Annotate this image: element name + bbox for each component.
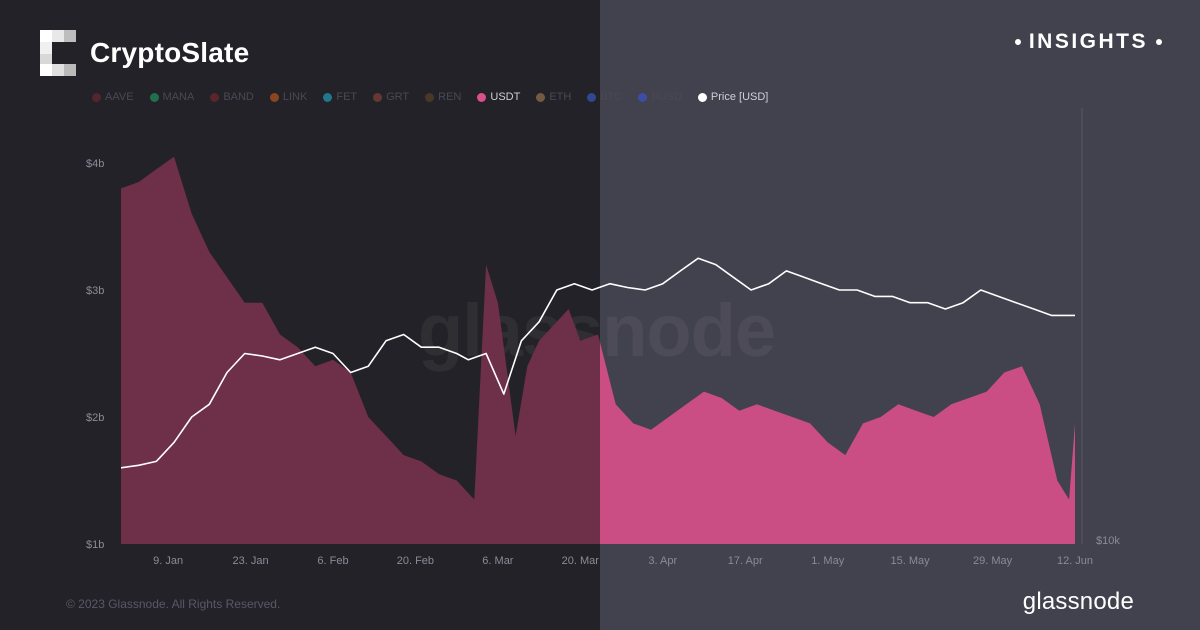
x-tick-label: 3. Apr <box>648 555 677 567</box>
legend-item-grt[interactable]: GRT <box>373 91 409 103</box>
legend-label: USDT <box>490 91 521 103</box>
legend-label: ETH <box>549 91 572 103</box>
legend-swatch-icon <box>697 92 707 102</box>
price-line-series <box>120 257 1075 469</box>
legend-item-ren[interactable]: REN <box>425 91 461 103</box>
legend-item-mana[interactable]: MANA <box>149 91 195 103</box>
bullet-icon <box>1156 39 1162 45</box>
legend-swatch-icon <box>269 92 279 102</box>
legend-item-link[interactable]: LINK <box>269 91 308 103</box>
legend-label: BAND <box>223 91 254 103</box>
x-tick-label: 9. Jan <box>153 555 183 567</box>
legend-item-aave[interactable]: AAVE <box>92 91 134 103</box>
legend-item-busd[interactable]: BUSD <box>638 91 682 103</box>
x-tick-label: 29. May <box>973 555 1013 567</box>
x-tick-label: 23. Jan <box>233 555 269 567</box>
legend-swatch-icon <box>536 92 546 102</box>
legend-label: REN <box>438 91 462 103</box>
y-tick-label: $1b <box>86 539 104 551</box>
legend-label: Price [USD] <box>710 91 769 103</box>
legend-item-price-usd[interactable]: Price [USD] <box>697 91 769 103</box>
x-tick-label: 12. Jun <box>1057 555 1093 567</box>
legend-swatch-icon <box>149 92 159 102</box>
y-tick-label: $4b <box>86 158 104 170</box>
legend-item-band[interactable]: BAND <box>210 91 254 103</box>
brand-name: CryptoSlate <box>90 37 250 68</box>
x-tick-label: 20. Feb <box>397 555 434 567</box>
legend-swatch-icon <box>210 92 220 102</box>
x-tick-label: 6. Feb <box>317 555 348 567</box>
legend-item-fet[interactable]: FET <box>323 91 357 103</box>
legend-swatch-icon <box>638 92 648 102</box>
usdt-area-series <box>121 156 600 544</box>
x-tick-label: 20. Mar <box>562 555 600 567</box>
y-tick-label: $3b <box>86 285 104 297</box>
legend-swatch-icon <box>323 92 333 102</box>
legend-label: FET <box>336 91 358 103</box>
chart-legend: AAVE MANA BAND LINK FET GRT REN USDT ETH BTC BUSD P… <box>92 89 784 105</box>
legend-label: LINK <box>282 91 308 103</box>
y-tick-label: $2b <box>86 412 104 424</box>
x-tick-label: 6. Mar <box>482 555 514 567</box>
legend-swatch-icon <box>373 92 383 102</box>
legend-label: GRT <box>386 91 410 103</box>
legend-swatch-icon <box>587 92 597 102</box>
legend-item-btc[interactable]: BTC <box>587 91 622 103</box>
legend-swatch-icon <box>92 92 101 102</box>
legend-label: BUSD <box>651 91 682 103</box>
legend-label: BTC <box>600 91 623 103</box>
x-tick-label: 17. Apr <box>728 555 763 567</box>
insights-badge: INSIGHTS <box>1007 30 1170 54</box>
legend-label: AAVE <box>105 91 134 103</box>
legend-item-usdt[interactable]: USDT <box>477 91 520 103</box>
glassnode-logo[interactable]: glassnode <box>1022 588 1134 615</box>
x-tick-label: 15. May <box>891 555 931 567</box>
x-tick-label: 1. May <box>811 555 845 567</box>
legend-swatch-icon <box>425 92 435 102</box>
legend-item-eth[interactable]: ETH <box>536 91 571 103</box>
copyright-text: © 2023 Glassnode. All Rights Reserved. <box>66 597 281 611</box>
legend-swatch-icon <box>477 92 487 102</box>
insights-label: INSIGHTS <box>1028 30 1148 53</box>
usdt-area-series <box>600 342 1075 544</box>
legend-label: MANA <box>162 91 195 103</box>
bullet-icon <box>1014 39 1021 45</box>
cryptoslate-logo-icon <box>40 30 76 76</box>
brand[interactable]: CryptoSlate <box>40 30 249 76</box>
y-right-tick-label: $10k <box>1096 535 1120 547</box>
